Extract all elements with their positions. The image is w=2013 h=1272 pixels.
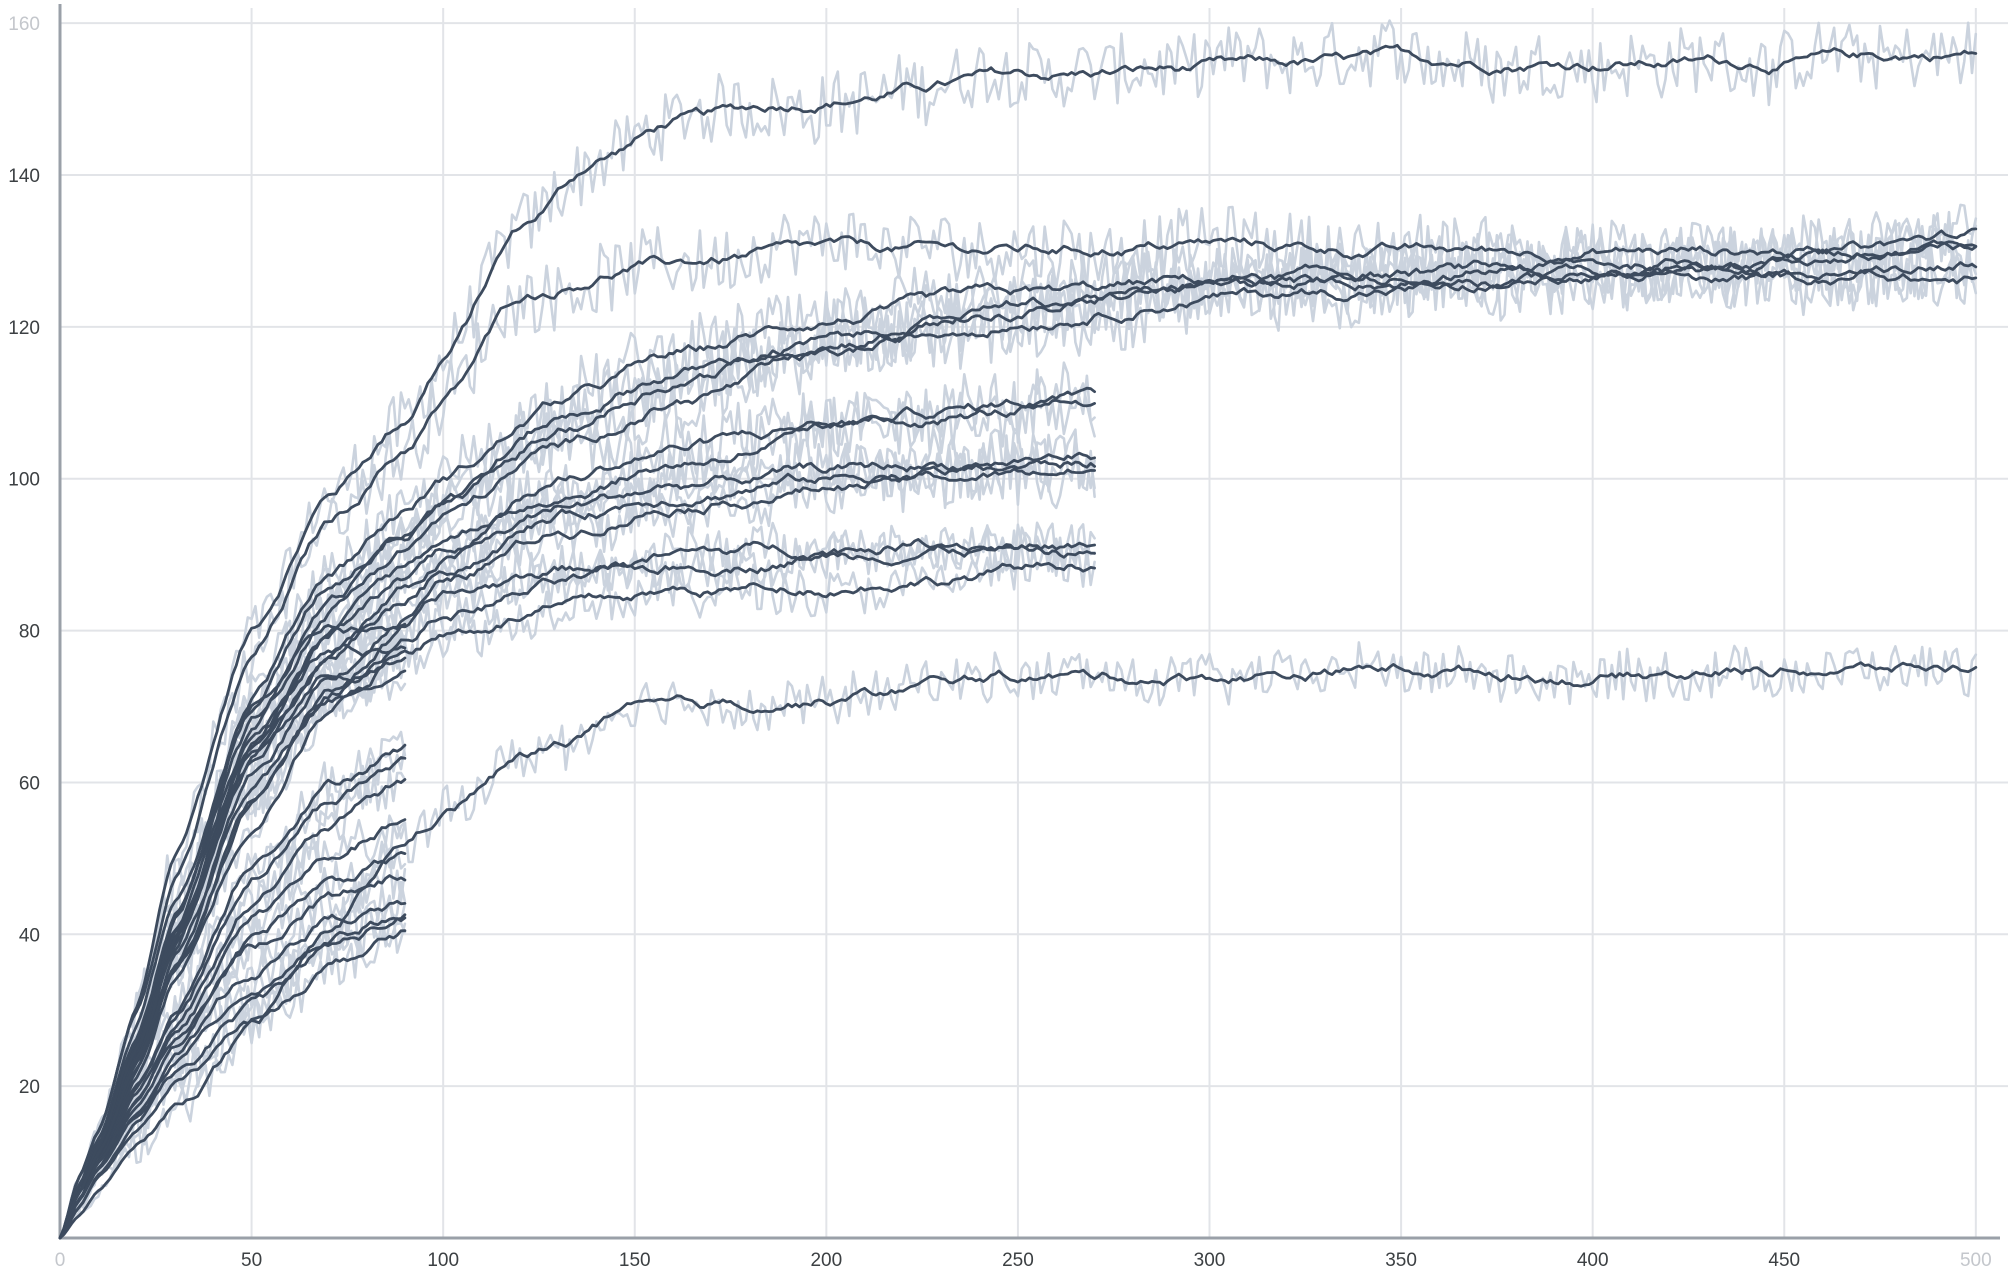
smoothed-series-line — [58, 818, 407, 1240]
smoothed-series-line — [58, 538, 1096, 1240]
smoothed-series-line — [58, 261, 1978, 1240]
y-tick-label: 140 — [8, 166, 40, 187]
smoothed-series-layer — [58, 43, 1978, 1240]
y-tick-label: 20 — [19, 1077, 40, 1098]
smoothed-series-line — [58, 643, 407, 1240]
smoothed-series-line — [58, 451, 1096, 1240]
x-tick-label: 450 — [1768, 1250, 1800, 1271]
x-tick-label: 250 — [1002, 1250, 1034, 1271]
smoothed-series-line — [58, 778, 407, 1240]
x-tick-label: 0 — [55, 1250, 66, 1271]
y-tick-label: 60 — [19, 773, 40, 794]
smoothed-series-line — [58, 916, 407, 1240]
smoothed-series-line — [58, 669, 407, 1240]
x-tick-label: 300 — [1194, 1250, 1226, 1271]
x-tick-label: 100 — [427, 1250, 459, 1271]
y-tick-label: 40 — [19, 925, 40, 946]
smoothed-series-line — [58, 743, 407, 1240]
raw-series-line — [58, 203, 1978, 1240]
x-tick-label: 50 — [241, 1250, 262, 1271]
smoothed-series-line — [58, 874, 407, 1240]
y-tick-label: 160 — [8, 14, 40, 35]
x-tick-label: 150 — [619, 1250, 651, 1271]
raw-series-line — [58, 19, 1978, 1240]
smoothed-series-line — [58, 543, 1096, 1240]
y-tick-label: 120 — [8, 318, 40, 339]
smoothed-series-line — [58, 622, 407, 1240]
smoothed-series-line — [58, 235, 1978, 1240]
x-tick-label: 500 — [1960, 1250, 1992, 1271]
smoothed-series-line — [58, 913, 407, 1240]
smoothed-series-line — [58, 561, 1096, 1240]
smoothed-series-line — [58, 261, 1978, 1240]
axes — [58, 4, 2000, 1240]
smoothed-series-line — [58, 43, 1978, 1240]
smoothed-series-line — [58, 661, 1978, 1240]
x-tick-label: 400 — [1577, 1250, 1609, 1271]
smoothed-series-line — [58, 240, 1978, 1240]
y-tick-label: 80 — [19, 622, 40, 643]
smoothed-series-line — [58, 467, 1096, 1240]
grid — [60, 8, 2008, 1238]
tick-labels: 0 50 100 150 200 250 300 350 400 450 500 20 40 60 80 10… — [8, 14, 1991, 1271]
x-tick-label: 350 — [1385, 1250, 1417, 1271]
x-tick-label: 200 — [810, 1250, 842, 1271]
smoothed-series-line — [58, 929, 407, 1240]
y-tick-label: 100 — [8, 470, 40, 491]
raw-series-line — [58, 541, 1096, 1240]
